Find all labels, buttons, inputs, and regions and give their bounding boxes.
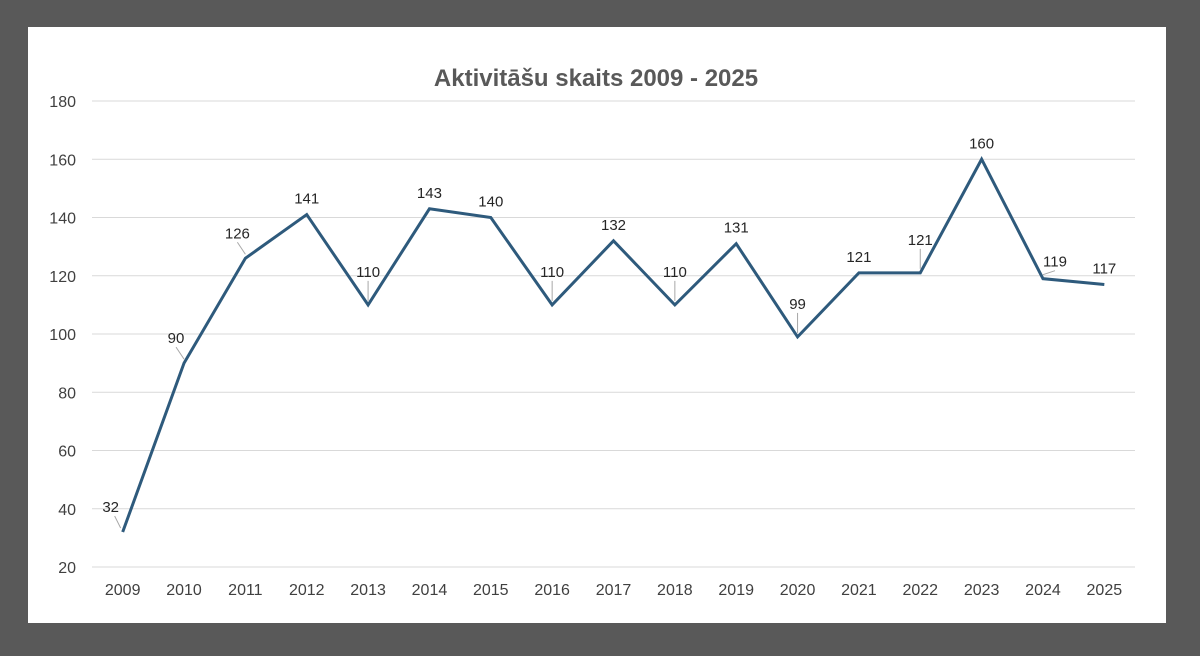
x-axis-ticks: 2009 2010 2011 2012 2013 2014 2015 2016 2017 2018… [105,582,1122,599]
data-label: 143 [417,185,442,202]
data-label: 110 [540,264,564,281]
x-tick-label: 2021 [841,582,877,599]
series-layer [121,156,1105,533]
y-tick-label: 180 [49,94,76,111]
data-labels: 32 90 126 141 110 143 140 110 132 110 131 99 121 121 1… [102,135,1116,529]
data-label: 132 [601,217,626,234]
x-tick-label: 2022 [902,582,938,599]
y-tick-label: 160 [49,152,76,169]
leader-line [114,515,122,529]
data-label: 110 [356,264,380,281]
y-tick-label: 80 [58,385,76,402]
y-tick-label: 20 [58,560,76,577]
x-tick-label: 2011 [228,582,263,599]
x-tick-label: 2016 [534,582,570,599]
x-tick-label: 2013 [350,582,386,599]
x-tick-label: 2009 [105,582,141,599]
chart-title: Aktivitāšu skaits 2009 - 2025 [434,65,758,92]
leader-line [236,241,246,255]
x-tick-label: 2010 [166,582,202,599]
y-tick-label: 120 [49,269,76,286]
x-tick-label: 2019 [718,582,754,599]
data-label: 140 [478,194,503,211]
data-label: 99 [789,296,806,313]
data-label: 141 [294,191,319,208]
gridlines [92,100,1135,568]
leader-line [1042,270,1056,276]
line-chart: Aktivitāšu skaits 2009 - 2025 20 40 60 80 10… [49,65,1135,599]
x-tick-label: 2018 [657,582,693,599]
leader-line [175,346,185,360]
x-tick-label: 2020 [780,582,816,599]
data-label: 32 [102,499,119,516]
data-label: 121 [908,232,933,249]
x-tick-label: 2024 [1025,582,1061,599]
data-label: 119 [1043,254,1067,271]
data-label: 131 [724,220,749,237]
x-tick-label: 2023 [964,582,1000,599]
y-tick-label: 40 [58,502,76,519]
x-tick-label: 2012 [289,582,325,599]
data-label: 110 [663,264,687,281]
y-tick-label: 140 [49,211,76,228]
chart-card: Aktivitāšu skaits 2009 - 2025 20 40 60 80 10… [28,27,1166,623]
x-tick-label: 2017 [596,582,632,599]
data-label: 117 [1092,260,1116,277]
data-label: 90 [168,330,185,347]
x-tick-label: 2025 [1087,582,1123,599]
x-tick-label: 2014 [412,582,448,599]
data-label: 121 [846,249,871,266]
y-tick-label: 100 [49,327,76,344]
data-label: 126 [225,225,250,242]
series-line [121,156,1105,533]
x-tick-label: 2015 [473,582,509,599]
data-label: 160 [969,135,994,152]
y-tick-label: 60 [58,444,76,461]
y-axis-ticks: 20 40 60 80 100 120 140 160 180 [49,94,76,577]
